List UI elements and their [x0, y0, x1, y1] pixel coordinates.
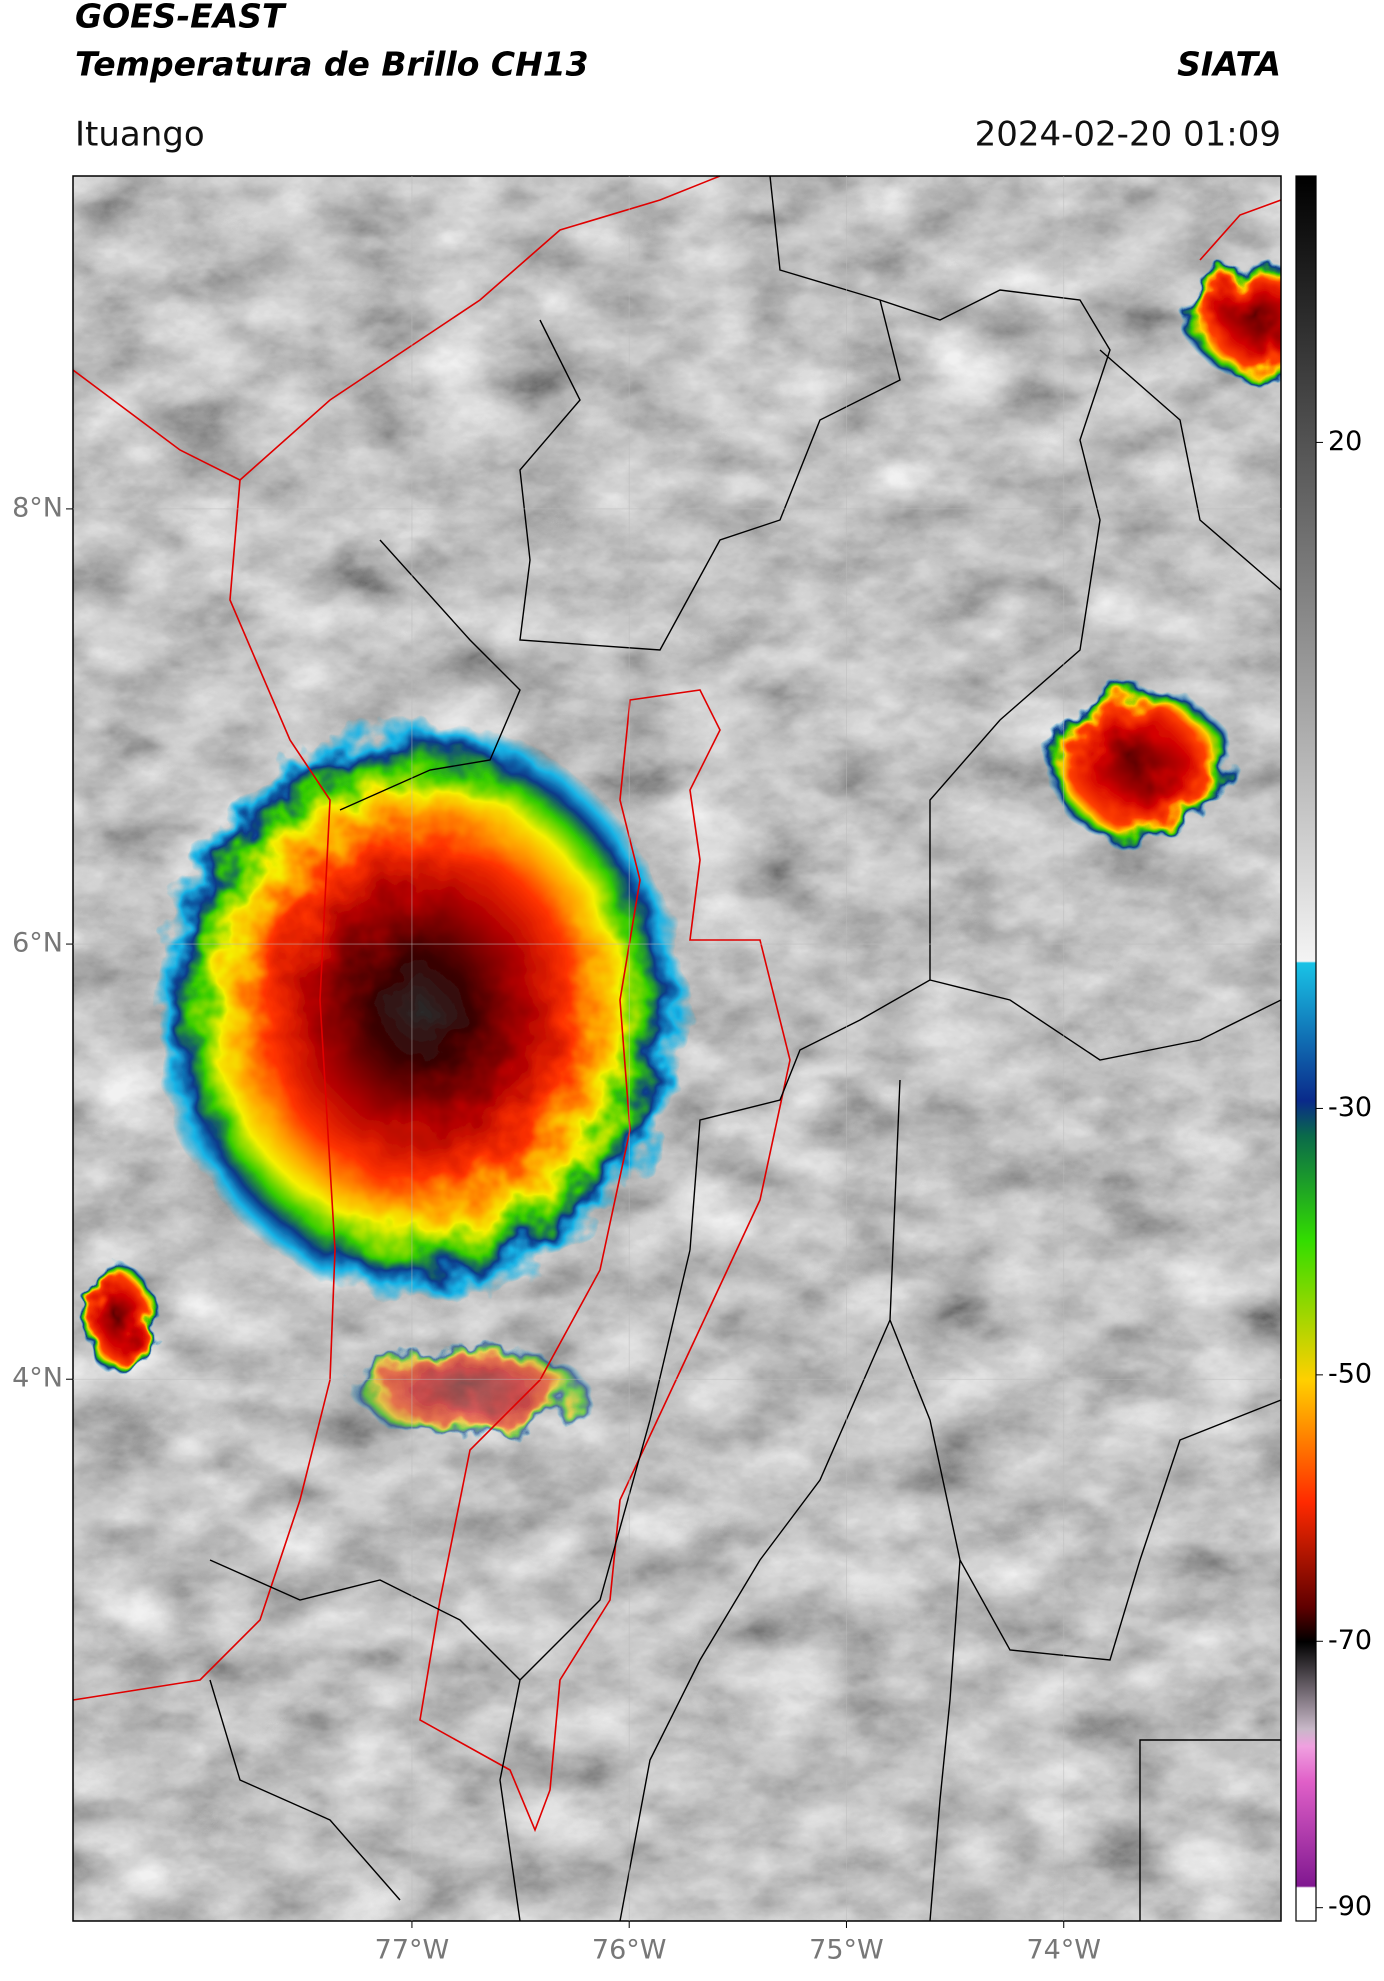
subtitle: Temperatura de Brillo CH13: [75, 45, 589, 84]
red-borders: [73, 176, 1281, 1833]
graticule: 77°W 76°W 75°W 74°W 8°N 6°N 4°N: [12, 176, 1281, 1966]
y-tick-label: 4°N: [12, 1363, 63, 1394]
y-tick-label: 6°N: [12, 928, 63, 959]
x-tick-label: 76°W: [592, 1935, 667, 1966]
colorbar-ticks: 20 -30 -50 -70 -90: [1316, 426, 1372, 1922]
x-tick-label: 77°W: [375, 1935, 450, 1966]
title: GOES-EAST: [75, 0, 287, 36]
colorbar-tick-label: 20: [1328, 426, 1362, 457]
y-tick-label: 8°N: [12, 492, 63, 523]
x-tick-label: 75°W: [809, 1935, 884, 1966]
x-tick-label: 74°W: [1026, 1935, 1101, 1966]
source: SIATA: [1177, 45, 1281, 84]
colorbar-tick-label: -30: [1328, 1092, 1372, 1123]
colorbar-tick-label: -50: [1328, 1358, 1372, 1389]
colorbar-tick-label: -70: [1328, 1625, 1372, 1656]
map-frame: [72, 175, 1282, 1922]
storms: [80, 260, 1281, 1435]
colorbar-tick-label: -90: [1328, 1891, 1372, 1922]
map-image: [73, 176, 1281, 1921]
location: Ituango: [75, 115, 205, 155]
datetime: 2024-02-20 01:09: [975, 115, 1281, 155]
colorbar: [1295, 175, 1317, 1922]
black-borders: [209, 176, 1281, 1921]
